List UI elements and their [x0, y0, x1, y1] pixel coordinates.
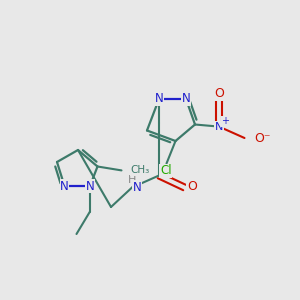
Text: CH₃: CH₃	[130, 165, 150, 176]
Text: N: N	[85, 179, 94, 193]
Text: O: O	[214, 87, 224, 100]
Text: +: +	[221, 116, 229, 126]
Text: N: N	[182, 92, 190, 106]
Text: O⁻: O⁻	[254, 131, 271, 145]
Text: H: H	[128, 175, 136, 185]
Text: N: N	[154, 92, 164, 106]
Text: N: N	[215, 122, 223, 132]
Text: Cl: Cl	[160, 164, 172, 178]
Text: N: N	[60, 179, 69, 193]
Text: N: N	[132, 181, 141, 194]
Text: O: O	[187, 179, 197, 193]
